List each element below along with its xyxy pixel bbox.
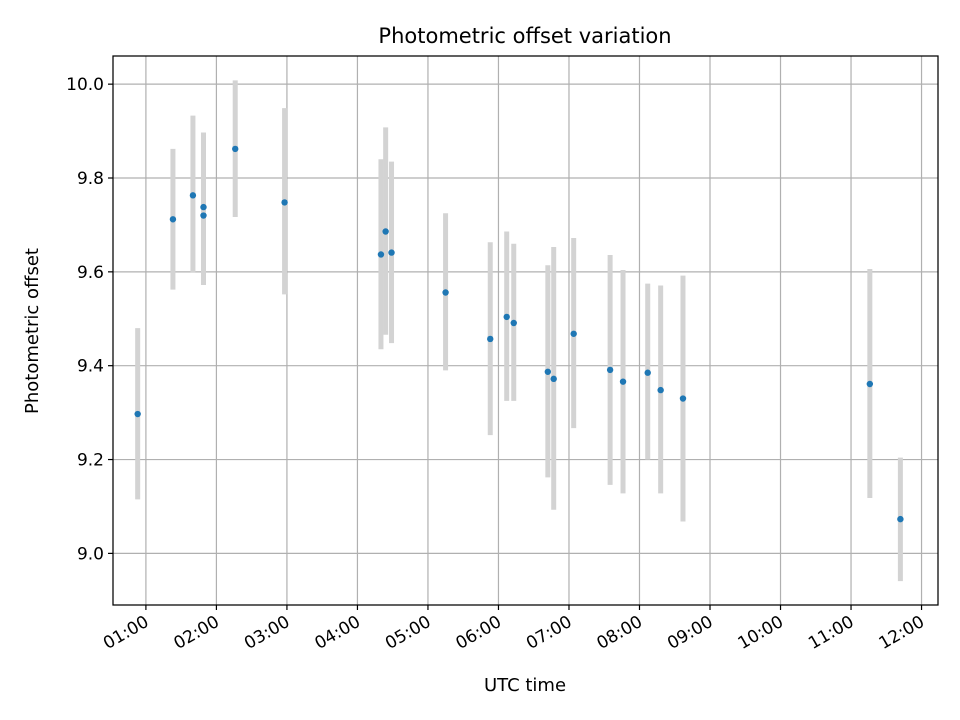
data-point (503, 313, 510, 321)
data-point (487, 335, 494, 343)
y-tick-label: 9.4 (77, 357, 104, 377)
chart-title: Photometric offset variation (378, 24, 671, 48)
y-tick-label: 9.2 (77, 451, 104, 471)
data-point (281, 199, 288, 206)
data-point (510, 319, 517, 327)
data-point (388, 249, 395, 256)
data-point (544, 368, 552, 375)
y-tick-label: 9.8 (77, 169, 104, 189)
data-point (897, 515, 904, 523)
data-point (550, 375, 557, 383)
y-axis-label: Photometric offset (22, 248, 43, 414)
data-point (169, 216, 177, 223)
x-axis-label: UTC time (484, 675, 566, 696)
data-point (570, 330, 577, 337)
data-point (619, 378, 627, 385)
data-point (679, 395, 687, 402)
data-point (189, 192, 197, 199)
data-point (200, 212, 207, 219)
y-axis-ticks: 9.0 9.2 9.4 9.6 9.8 10.0 (66, 75, 113, 564)
data-point (866, 380, 874, 388)
data-point (442, 289, 449, 296)
y-tick-label: 9.6 (77, 263, 104, 283)
grid-lines (113, 56, 938, 605)
y-tick-label: 10.0 (66, 75, 104, 95)
data-point (382, 228, 389, 235)
data-point (606, 366, 614, 374)
data-point (657, 386, 664, 394)
y-tick-label: 9.0 (77, 544, 104, 564)
data-point (200, 203, 207, 211)
data-point (134, 410, 141, 418)
data-point (377, 251, 385, 258)
plot-frame (112, 55, 939, 606)
data-points (134, 145, 904, 523)
data-point (644, 369, 651, 376)
data-point (232, 145, 239, 153)
